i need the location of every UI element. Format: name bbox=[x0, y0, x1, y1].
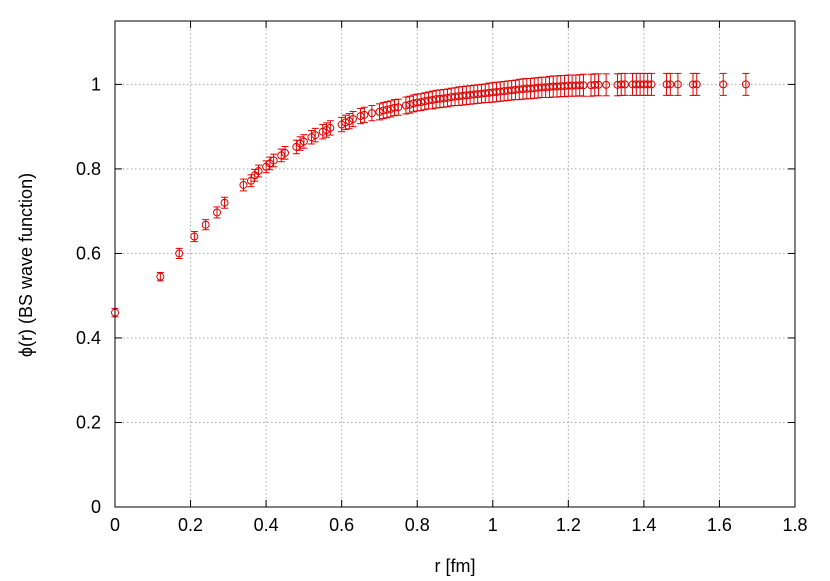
point-marker bbox=[673, 80, 682, 89]
point-marker bbox=[741, 80, 750, 89]
x-tick-label: 0.8 bbox=[405, 515, 430, 535]
data-point bbox=[277, 148, 286, 163]
point-marker bbox=[394, 103, 403, 112]
point-marker bbox=[692, 80, 701, 89]
y-tick-label: 1 bbox=[91, 74, 101, 94]
axis-ticks bbox=[114, 21, 796, 508]
y-tick-label: 0.4 bbox=[76, 328, 101, 348]
point-marker bbox=[349, 115, 357, 124]
x-tick-label: 1 bbox=[488, 515, 498, 535]
point-marker bbox=[269, 156, 278, 165]
data-point bbox=[594, 73, 603, 97]
data-point bbox=[719, 72, 728, 96]
data-point bbox=[579, 73, 588, 97]
tick-labels: 0 0.2 0.4 0.6 0.8 1 1.2 1.4 1.6 1.8 0 0.2 0.4 0.6 0.8 1 bbox=[76, 74, 808, 535]
x-tick-label: 0.6 bbox=[329, 515, 354, 535]
data-point bbox=[326, 120, 335, 136]
point-marker bbox=[201, 220, 210, 229]
x-tick-label: 0.4 bbox=[254, 515, 279, 535]
point-marker bbox=[602, 80, 611, 89]
point-marker bbox=[367, 109, 376, 118]
y-tick-label: 0.2 bbox=[76, 412, 101, 432]
point-marker bbox=[281, 148, 289, 157]
data-point bbox=[175, 247, 184, 260]
data-point bbox=[281, 146, 289, 160]
plot-frame bbox=[114, 20, 796, 508]
data-point bbox=[318, 124, 327, 140]
x-axis-label: r [fm] bbox=[435, 556, 476, 576]
data-point bbox=[269, 153, 278, 168]
x-tick-label: 1.8 bbox=[782, 515, 807, 535]
point-marker bbox=[311, 131, 320, 140]
data-point bbox=[673, 72, 682, 96]
data-point bbox=[296, 136, 305, 151]
data-point bbox=[201, 219, 210, 231]
data-point bbox=[239, 178, 248, 192]
data-point bbox=[220, 196, 229, 209]
y-tick-label: 0 bbox=[91, 497, 101, 517]
data-point bbox=[621, 72, 629, 96]
point-marker bbox=[360, 110, 369, 119]
data-point bbox=[190, 230, 199, 243]
point-marker bbox=[594, 80, 603, 89]
y-axis-label: ϕ(r) (BS wave function) bbox=[16, 173, 36, 357]
point-marker bbox=[190, 232, 199, 241]
point-marker bbox=[719, 80, 728, 89]
x-tick-label: 0.2 bbox=[178, 515, 203, 535]
data-point bbox=[299, 134, 308, 149]
point-marker bbox=[213, 208, 221, 217]
point-marker bbox=[326, 123, 335, 132]
point-marker bbox=[647, 80, 656, 89]
data-point bbox=[360, 106, 369, 123]
point-marker bbox=[621, 80, 629, 89]
data-point bbox=[367, 105, 376, 122]
data-point bbox=[156, 271, 165, 282]
point-marker bbox=[220, 198, 229, 207]
data-point bbox=[254, 164, 263, 178]
point-marker bbox=[239, 180, 248, 189]
point-marker bbox=[156, 272, 165, 281]
point-marker bbox=[175, 249, 184, 258]
data-point bbox=[311, 127, 320, 143]
point-marker bbox=[579, 81, 588, 90]
y-tick-label: 0.8 bbox=[76, 159, 101, 179]
data-point bbox=[647, 72, 656, 96]
x-tick-label: 1.6 bbox=[707, 515, 732, 535]
point-marker bbox=[666, 80, 675, 89]
x-tick-label: 1.4 bbox=[631, 515, 656, 535]
data-point bbox=[349, 110, 357, 128]
data-point bbox=[666, 72, 675, 96]
data-point bbox=[692, 72, 701, 96]
data-point bbox=[602, 73, 611, 97]
x-tick-label: 0 bbox=[110, 515, 120, 535]
data-point bbox=[394, 98, 403, 116]
data-point bbox=[213, 206, 221, 219]
x-tick-label: 1.2 bbox=[556, 515, 581, 535]
data-point bbox=[741, 72, 750, 96]
y-tick-label: 0.6 bbox=[76, 243, 101, 263]
point-marker bbox=[299, 137, 308, 146]
point-marker bbox=[254, 167, 263, 176]
data-points bbox=[111, 72, 750, 318]
